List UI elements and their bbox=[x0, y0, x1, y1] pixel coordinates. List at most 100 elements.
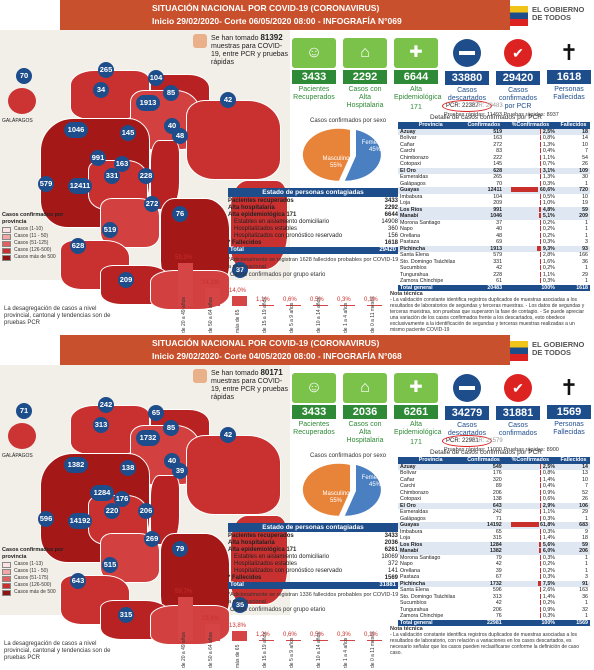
hospital-icon: ⌂ bbox=[343, 38, 387, 68]
table-cell: 1,1% bbox=[504, 509, 557, 516]
table-row: Tungurahua 206 0,9% 32 bbox=[398, 607, 590, 614]
stat-label: Personas Fallecidas bbox=[553, 421, 585, 436]
table-cell: Orellana bbox=[400, 567, 421, 574]
table-cell: 0,3% bbox=[504, 574, 557, 581]
table-row: Pichincha 1913 9,3% 93 bbox=[398, 245, 590, 252]
technical-note-title: Nota técnica bbox=[390, 291, 423, 297]
table-row: Guayas 14192 61,8% 683 bbox=[398, 522, 590, 529]
table-cell: Tungurahua bbox=[400, 606, 429, 613]
table-cell: Pichincha bbox=[398, 580, 464, 587]
table-row: Morona Santiago 37 0,2% 1 bbox=[398, 220, 590, 227]
age-percent: 59,3% bbox=[175, 254, 193, 261]
province-count: 206 bbox=[138, 503, 154, 519]
table-cell: Santa Elena bbox=[400, 252, 429, 259]
percent-bar bbox=[540, 200, 542, 206]
table-cell: 0,3% bbox=[504, 529, 557, 536]
table-cell: 272 bbox=[493, 141, 503, 148]
check-circle-icon: ✔ bbox=[504, 39, 532, 67]
table-cell: 36 bbox=[582, 593, 588, 600]
table-total-cell: Total general bbox=[398, 619, 464, 626]
table-row: Chimborazo 222 1,1% 54 bbox=[398, 155, 590, 162]
percent-bar bbox=[538, 541, 542, 547]
age-bar bbox=[205, 288, 220, 306]
age-bar bbox=[259, 640, 274, 641]
legend-label: Casos (11 - 50) bbox=[14, 568, 49, 574]
table-row: Morona Santiago 79 0,3% 1 bbox=[398, 555, 590, 562]
age-percent: 0,3% bbox=[337, 632, 351, 638]
estado-list: Pacientes recuperados 3433 Alta hospitalar… bbox=[228, 198, 398, 254]
table-row: Sto. Domingo Tsáchilas 313 1,4% 36 bbox=[398, 594, 590, 601]
table-cell: 42 bbox=[495, 561, 502, 568]
percent-value: 0,3% bbox=[541, 239, 555, 246]
pie-label-female: Femenino 45% bbox=[361, 140, 389, 153]
province-count: 1046 bbox=[64, 122, 88, 138]
table-cell: 0,2% bbox=[504, 600, 557, 607]
table-cell: 1 bbox=[585, 613, 588, 620]
percent-bar bbox=[540, 180, 542, 186]
percent-value: 5,1% bbox=[541, 213, 555, 220]
table-cell: 71 bbox=[495, 515, 502, 522]
percent-bar bbox=[539, 167, 542, 173]
test-tube-icon bbox=[193, 34, 207, 48]
estado-value: 1569 bbox=[384, 575, 398, 581]
age-bar bbox=[232, 295, 247, 306]
table-cell: 91 bbox=[557, 580, 590, 587]
table-cell: Bolívar bbox=[400, 135, 417, 142]
table-cell: 643 bbox=[463, 502, 504, 509]
table-cell: Pastaza bbox=[400, 574, 420, 581]
table-cell: Pastaza bbox=[400, 239, 420, 246]
table-cell: 36 bbox=[582, 258, 588, 265]
table-cell: 10 bbox=[582, 193, 588, 200]
ecuador-map: GALÁPAGOS 70 265 104 85 34 1913 42 1046 145 40 991 1… bbox=[0, 30, 290, 310]
stat-label: Personas Fallecidas bbox=[553, 86, 585, 101]
pcr-disclaimer: La desagregación de casos a nivel provin… bbox=[4, 641, 111, 661]
stat-label: Pacientes Recuperados bbox=[293, 421, 335, 436]
legend-swatch bbox=[2, 226, 11, 233]
province-count: 331 bbox=[104, 168, 120, 184]
legend-title: Casos confirmados por provincia bbox=[2, 212, 64, 225]
table-cell: Guayas bbox=[398, 187, 464, 194]
estado-row: Hospitalizados estables 372 bbox=[228, 561, 398, 568]
legend-item: Casos más de 500 bbox=[2, 254, 72, 261]
rapid-tests: Pruebas rápidas: 11493 Pruebas rápidas: … bbox=[444, 112, 559, 118]
table-cell: 0,9% bbox=[504, 607, 557, 614]
samples-count: 81392 bbox=[260, 33, 283, 42]
table-row: Manabí 1046 5,1% 209 bbox=[398, 213, 590, 220]
percent-value: 7,5% bbox=[541, 580, 555, 587]
panel-subtitle: Inicio 29/02/2020- Corte 06/05/2020 08:0… bbox=[152, 16, 402, 26]
stat-label: Alta Epidemiológica bbox=[394, 421, 442, 436]
table-cell: Chimborazo bbox=[400, 154, 429, 161]
stat-value: 3433 bbox=[292, 70, 336, 84]
table-cell: 0,3% bbox=[504, 278, 557, 285]
percent-value: 61,8% bbox=[538, 522, 555, 529]
percent-bar bbox=[540, 476, 542, 482]
confirmed-icon: ✔ bbox=[496, 39, 540, 69]
table-row: Pastaza 69 0,3% 3 bbox=[398, 239, 590, 246]
table-cell: 6,0% bbox=[503, 548, 557, 555]
table-cell: 12411 bbox=[463, 187, 505, 194]
province-count: 34 bbox=[93, 82, 109, 98]
rapid-tests: Pruebas rápidas: 11000 Pruebas rápidas: … bbox=[444, 447, 559, 453]
percent-bar bbox=[540, 502, 542, 508]
table-cell: Tungurahua bbox=[400, 271, 429, 278]
table-cell: Napo bbox=[400, 561, 413, 568]
table-cell: 14 bbox=[582, 135, 588, 142]
percent-bar bbox=[540, 239, 542, 245]
table-cell: Azuay bbox=[398, 463, 464, 470]
percent-bar bbox=[540, 265, 542, 271]
table-cell: 1 bbox=[585, 232, 588, 239]
table-cell: 628 bbox=[463, 167, 505, 174]
percent-value: 60,6% bbox=[538, 187, 555, 194]
estado-label: * Fallecidos bbox=[228, 575, 262, 581]
table-cell: 166 bbox=[579, 252, 588, 259]
table-total-cell: Total general bbox=[398, 284, 464, 291]
legend-label: Casos más de 500 bbox=[14, 254, 56, 260]
table-cell: El Oro bbox=[398, 167, 464, 174]
table-cell: Los Ríos bbox=[398, 206, 464, 213]
logo-text: EL GOBIERNO DE TODOS bbox=[532, 5, 585, 22]
estado-label: Hospitalizados estables bbox=[234, 226, 298, 232]
province-count: 79 bbox=[172, 541, 188, 557]
samples-text: Se han tomado 81392 muestras para COVID-… bbox=[211, 34, 291, 67]
table-row: Cotopaxi 145 0,7% 26 bbox=[398, 161, 590, 168]
table-cell: 32 bbox=[582, 606, 588, 613]
